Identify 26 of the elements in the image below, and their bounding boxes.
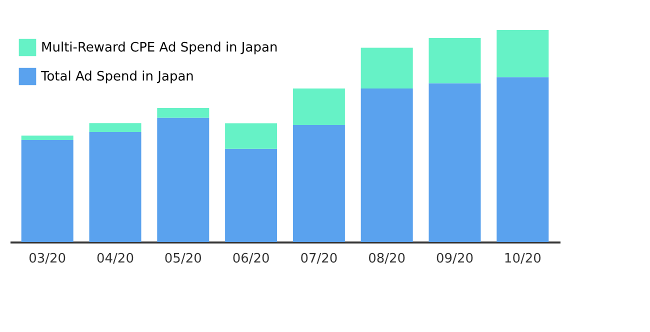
bar (360, 48, 413, 89)
x-tick-label: 09/20 (436, 252, 474, 266)
bar (360, 88, 413, 242)
bar (225, 148, 278, 242)
x-tick-label: 05/20 (164, 252, 202, 266)
x-tick-label: 03/20 (28, 252, 66, 266)
bar (225, 123, 278, 149)
bar (89, 132, 142, 242)
bar (157, 108, 210, 118)
bar (89, 123, 142, 132)
x-tick-label: 10/20 (504, 252, 542, 266)
legend-label: Multi-Reward CPE Ad Spend in Japan (41, 40, 278, 56)
bar (496, 30, 549, 78)
bar (292, 124, 345, 242)
bar (428, 83, 481, 242)
bar (496, 77, 549, 242)
bar (157, 118, 210, 242)
x-tick-label: 04/20 (96, 252, 134, 266)
bar (428, 38, 481, 84)
x-tick-label: 06/20 (232, 252, 270, 266)
x-tick-label: 08/20 (368, 252, 406, 266)
x-tick-label: 07/20 (300, 252, 338, 266)
bar (21, 136, 74, 140)
bar (21, 140, 74, 242)
legend-label: Total Ad Spend in Japan (40, 70, 194, 84)
bar (292, 88, 345, 125)
